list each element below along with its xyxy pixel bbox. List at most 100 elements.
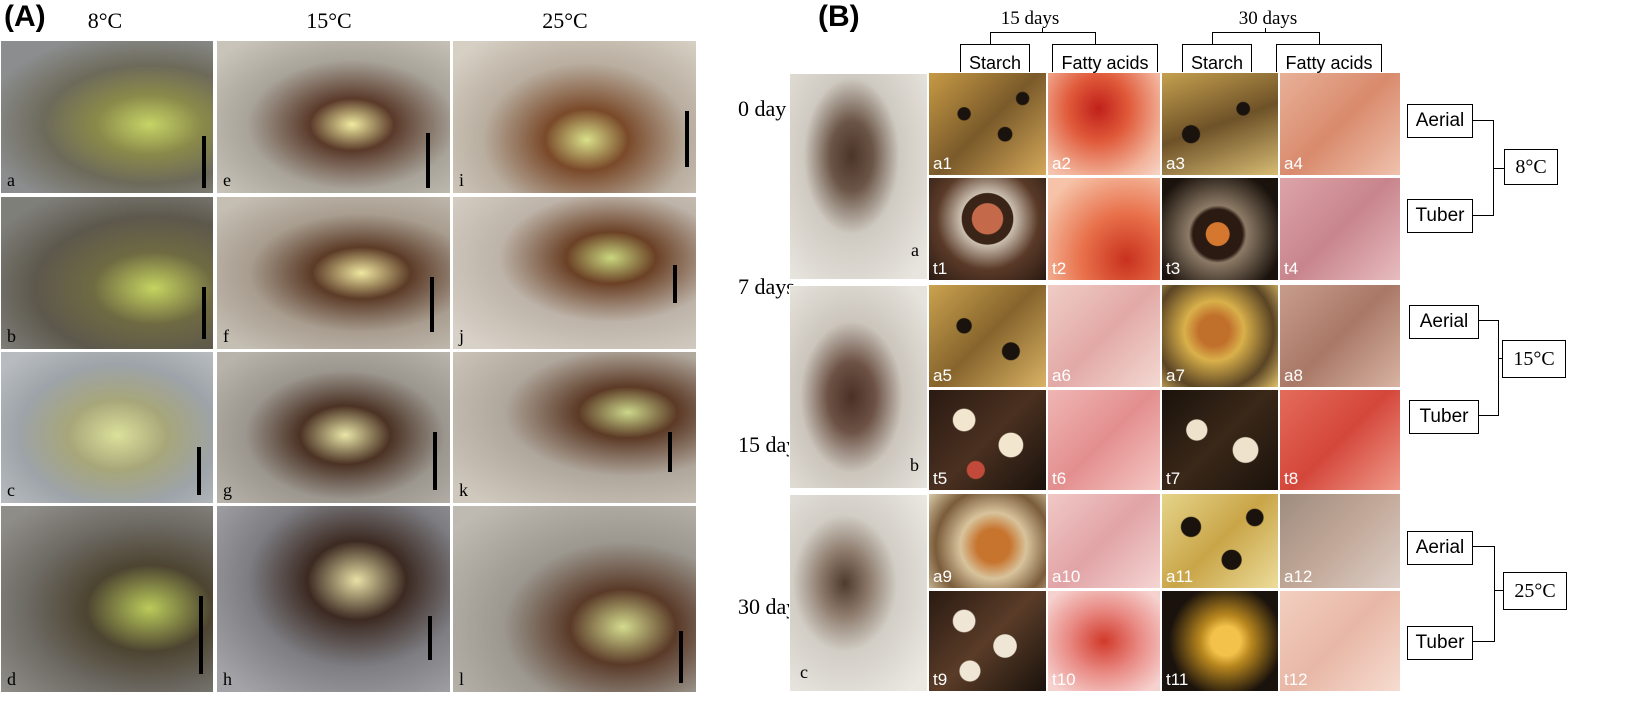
photo-label: f (223, 326, 229, 346)
micrograph-label: a11 (1166, 567, 1194, 586)
col-header-starch-15: Starch (960, 44, 1030, 73)
plantlet-photo: g (216, 351, 451, 504)
photo-label: a (7, 170, 15, 190)
time-label-7-days: 7 days (738, 274, 795, 299)
micrograph: a7 (1162, 285, 1278, 387)
micrograph-label: a4 (1284, 154, 1303, 173)
plant-photo: b (789, 285, 928, 489)
photo-label: g (223, 480, 232, 500)
photo-label: e (223, 170, 231, 190)
micrograph-label: t4 (1284, 259, 1299, 278)
micrograph: a5 (929, 285, 1046, 387)
temp-box-8c: 8°C (1504, 149, 1558, 185)
micrograph: a12 (1280, 494, 1400, 588)
plant-label: c (800, 662, 808, 682)
tag-tuber-8c: Tuber (1407, 199, 1473, 233)
photo-label: k (459, 480, 468, 500)
micrograph-label: t3 (1166, 259, 1181, 278)
micrograph: a10 (1048, 494, 1160, 588)
micrograph: a1 (929, 73, 1046, 175)
micrograph: t10 (1048, 591, 1160, 691)
micrograph: a8 (1280, 285, 1400, 387)
photo-label: j (459, 326, 465, 346)
micrograph: t5 (929, 390, 1046, 490)
micrograph: t2 (1048, 178, 1160, 280)
panel-b-letter: (B) (818, 0, 860, 33)
photo-label: b (7, 326, 16, 346)
temp-header-15c: 15°C (306, 8, 352, 33)
tag-aerial-15c: Aerial (1409, 305, 1479, 339)
tag-aerial-8c: Aerial (1407, 104, 1473, 138)
plant-photo: a (789, 73, 928, 280)
micrograph-label: a3 (1166, 154, 1185, 173)
plant-label: a (911, 240, 919, 260)
micrograph: a2 (1048, 73, 1160, 175)
micrograph: a3 (1162, 73, 1278, 175)
temp-box-15c: 15°C (1502, 340, 1566, 378)
bracket-15-days (990, 32, 1096, 45)
micrograph: t3 (1162, 178, 1278, 280)
photo-label: d (7, 669, 16, 689)
plant-photo: c (789, 494, 928, 692)
photo-label: h (223, 669, 232, 689)
micrograph-label: t9 (933, 670, 948, 689)
plantlet-photo: e (216, 40, 451, 194)
micrograph-label: a7 (1166, 366, 1185, 385)
plantlet-photo: b (0, 196, 214, 350)
group-label-30-days: 30 days (1238, 8, 1298, 29)
micrograph: t7 (1162, 390, 1278, 490)
micrograph: t1 (929, 178, 1046, 280)
micrograph-label: t7 (1166, 469, 1181, 488)
micrograph-label: a10 (1052, 567, 1081, 586)
micrograph-label: a6 (1052, 366, 1071, 385)
micrograph-label: a12 (1284, 567, 1313, 586)
plantlet-photo: j (452, 196, 697, 350)
micrograph: t11 (1162, 591, 1278, 691)
plantlet-photo: l (452, 505, 697, 693)
plantlet-photo: h (216, 505, 451, 693)
micrograph-label: t8 (1284, 469, 1299, 488)
col-header-fatty-30: Fatty acids (1276, 44, 1382, 73)
photo-label: i (459, 170, 465, 190)
plantlet-photo: d (0, 505, 214, 693)
micrograph: a4 (1280, 73, 1400, 175)
plantlet-photo: f (216, 196, 451, 350)
micrograph: t4 (1280, 178, 1400, 280)
micrograph-label: a9 (933, 567, 952, 586)
micrograph-label: a5 (933, 366, 952, 385)
plantlet-photo: i (452, 40, 697, 194)
micrograph: a6 (1048, 285, 1160, 387)
tag-aerial-25c: Aerial (1407, 531, 1473, 565)
micrograph-label: a2 (1052, 154, 1071, 173)
temp-header-25c: 25°C (542, 8, 588, 33)
micrograph-label: t5 (933, 469, 948, 488)
photo-label: l (459, 669, 465, 689)
time-label-0-day: 0 day (738, 96, 787, 121)
col-header-fatty-15: Fatty acids (1052, 44, 1158, 73)
micrograph: t6 (1048, 390, 1160, 490)
micrograph-label: t1 (933, 259, 948, 278)
tag-tuber-15c: Tuber (1409, 400, 1479, 434)
micrograph: t9 (929, 591, 1046, 691)
temp-box-25c: 25°C (1503, 572, 1567, 610)
temp-header-8c: 8°C (87, 8, 123, 33)
micrograph: t8 (1280, 390, 1400, 490)
tag-tuber-25c: Tuber (1407, 626, 1473, 660)
plantlet-photo: k (452, 351, 697, 504)
micrograph-label: t12 (1284, 670, 1308, 689)
micrograph: a9 (929, 494, 1046, 588)
panel-a-letter: (A) (4, 0, 46, 33)
micrograph: a11 (1162, 494, 1278, 588)
group-label-15-days: 15 days (1000, 8, 1060, 29)
micrograph-label: a8 (1284, 366, 1303, 385)
micrograph-label: t6 (1052, 469, 1067, 488)
micrograph-label: t2 (1052, 259, 1067, 278)
bracket-30-days (1212, 32, 1320, 45)
micrograph-label: t11 (1166, 670, 1189, 689)
photo-label: c (7, 480, 15, 500)
col-header-starch-30: Starch (1182, 44, 1252, 73)
micrograph-label: a1 (933, 154, 952, 173)
micrograph: t12 (1280, 591, 1400, 691)
plantlet-photo: a (0, 40, 214, 194)
plant-label: b (910, 455, 919, 475)
